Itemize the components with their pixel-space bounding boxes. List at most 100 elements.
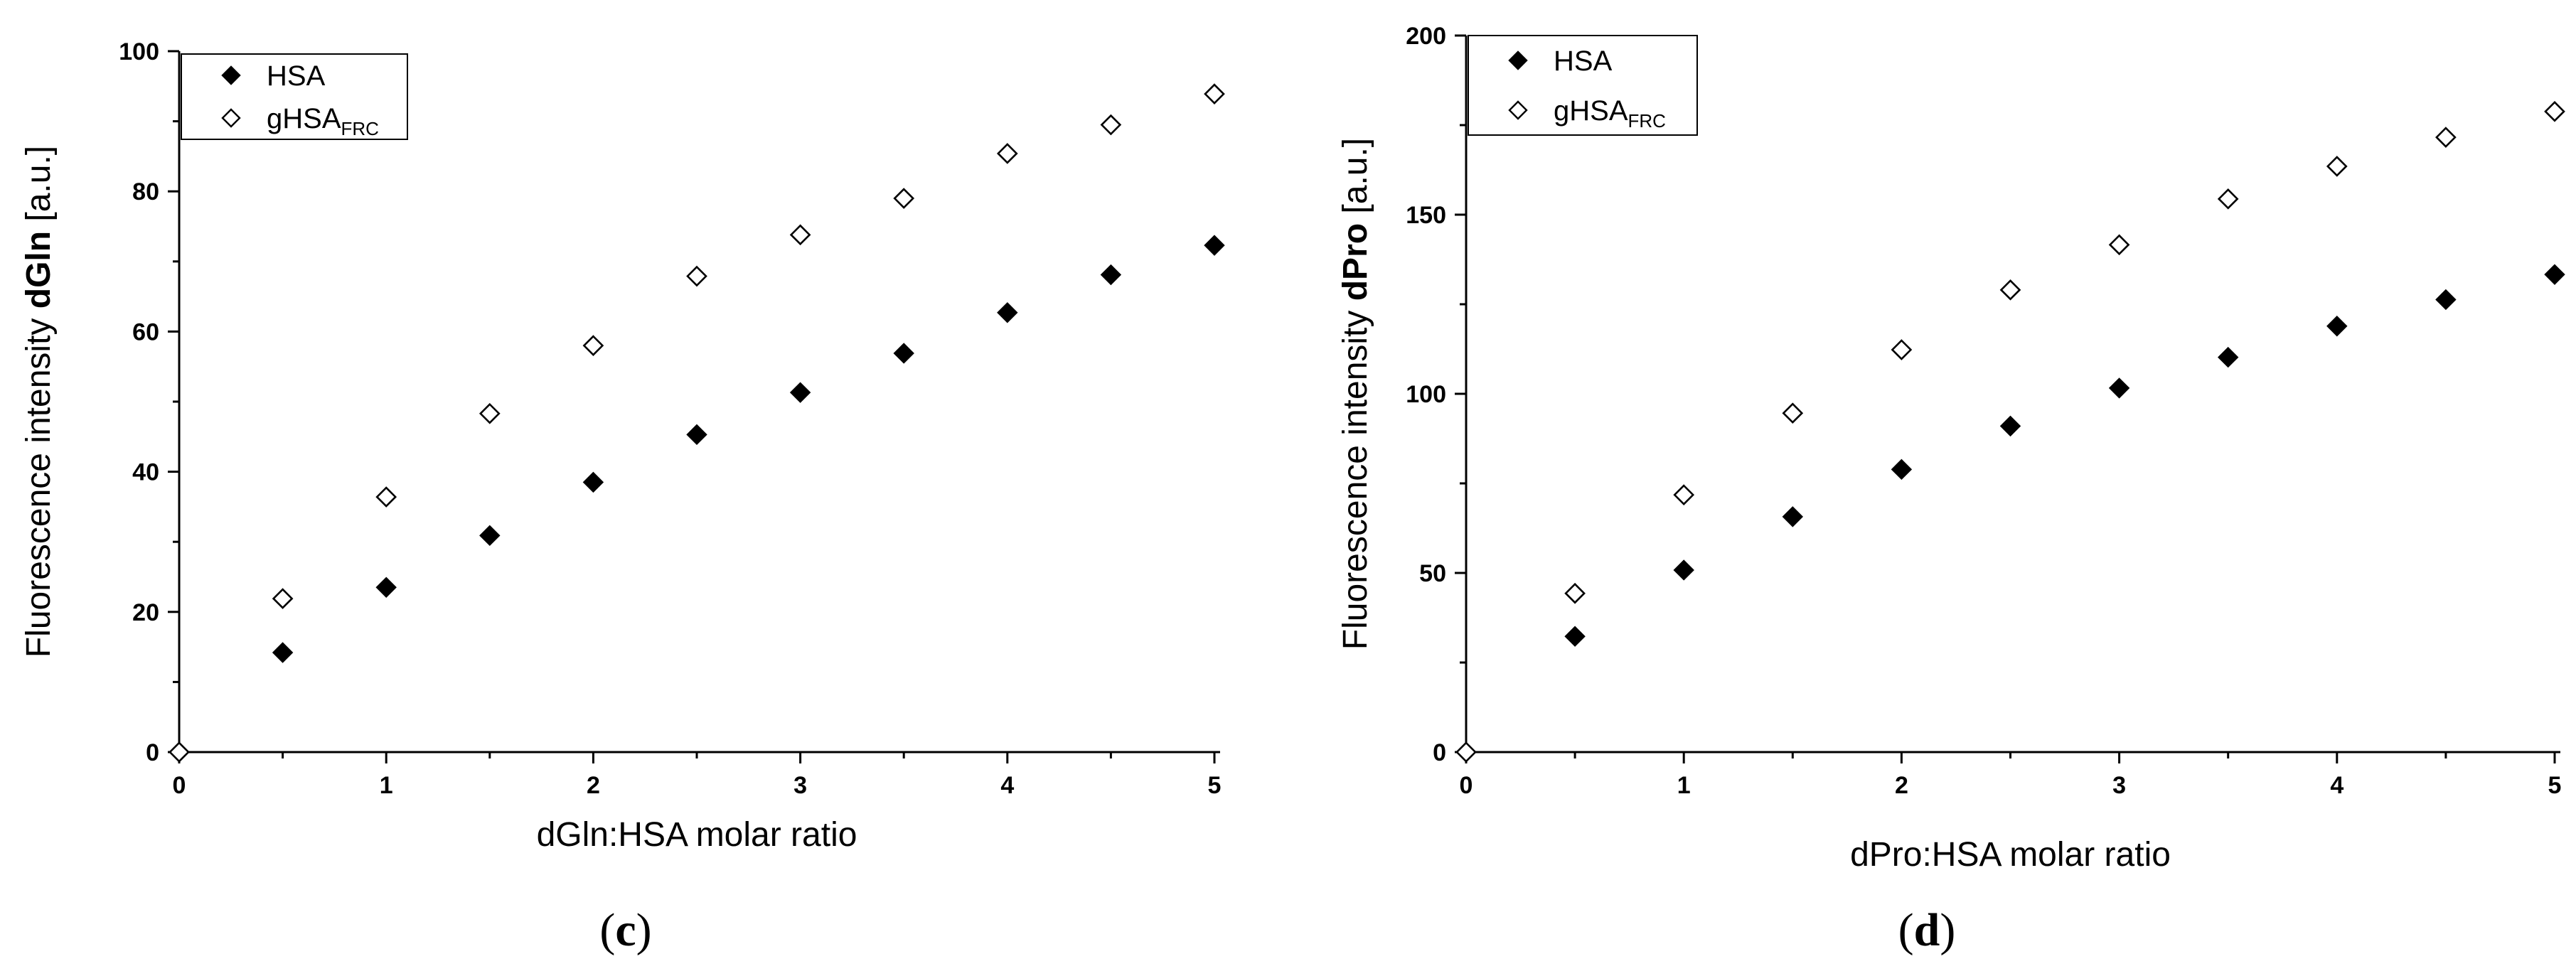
ghsa-frc-data-point — [1204, 83, 1225, 104]
ghsa-frc-data-point — [272, 588, 294, 609]
x-tick-label: 3 — [793, 772, 807, 799]
ghsa-frc-data-point — [1782, 402, 1804, 424]
x-tick-label: 4 — [2330, 772, 2343, 799]
panel-label: (d) — [1898, 904, 1956, 956]
hsa-data-point — [1100, 264, 1122, 286]
ghsa-frc-data-point — [582, 335, 604, 356]
y-tick-label: 0 — [146, 739, 159, 766]
ghsa-frc-data-point — [2435, 127, 2457, 148]
y-axis-title-suffix: [a.u.] — [20, 146, 58, 231]
ghsa-frc-data-point — [1891, 339, 1913, 360]
x-tick-label: 1 — [380, 772, 393, 799]
ghsa-frc-data-point — [1100, 114, 1122, 136]
ghsa-frc-data-point — [996, 143, 1018, 164]
ghsa-frc-data-point — [2544, 101, 2565, 122]
ghsa-frc-data-point — [2326, 156, 2348, 177]
y-tick-label: 50 — [1419, 560, 1446, 587]
y-tick-label: 80 — [132, 178, 159, 205]
panel-label-letter: d — [1914, 904, 1940, 956]
hsa-data-point — [1673, 559, 1694, 581]
hsa-data-point — [272, 642, 294, 663]
ghsa-frc-data-point — [2217, 188, 2239, 210]
legend-label-subscript: FRC — [1628, 110, 1666, 132]
legend-label: HSA — [1554, 45, 1613, 77]
legend-marker-ghsa-frc — [221, 108, 241, 128]
ghsa-frc-data-point — [789, 224, 811, 246]
legend-marker-hsa — [1508, 50, 1528, 70]
y-tick-label: 100 — [119, 38, 159, 65]
hsa-data-point — [2108, 377, 2130, 399]
ghsa-frc-data-point — [2108, 234, 2130, 256]
y-tick-label: 150 — [1406, 202, 1446, 229]
y-tick-label: 60 — [132, 318, 159, 345]
series-hsa — [169, 235, 1225, 763]
ghsa-frc-data-point — [375, 486, 397, 508]
legend-label-name: HSA — [1554, 45, 1613, 77]
y-axis-title-prefix: Fluorescence intensity — [20, 309, 58, 658]
panel-label: (c) — [599, 904, 651, 956]
y-axis-title-bold: dGln — [20, 231, 58, 309]
ghsa-frc-data-point — [1999, 279, 2021, 301]
hsa-data-point — [997, 302, 1018, 323]
ghsa-frc-data-point — [893, 188, 915, 209]
ghsa-frc-data-point — [1564, 582, 1586, 604]
y-axis-title-prefix: Fluorescence intensity — [1337, 301, 1374, 650]
legend-box — [1468, 35, 1698, 136]
x-tick-label: 1 — [1677, 772, 1691, 799]
x-axis-title: dPro:HSA molar ratio — [1850, 836, 2171, 874]
legend-label: gHSAFRC — [267, 103, 379, 139]
panel-label-open-paren: ( — [1898, 904, 1914, 956]
hsa-data-point — [893, 343, 914, 364]
hsa-data-point — [789, 382, 811, 403]
hsa-data-point — [1204, 235, 1225, 256]
legend-box — [181, 53, 408, 140]
panel-label-close-paren: ) — [1940, 904, 1955, 956]
y-tick-label: 0 — [1433, 739, 1446, 766]
hsa-data-point — [2217, 346, 2239, 368]
panel-label-close-paren: ) — [636, 904, 652, 956]
hsa-data-point — [1891, 458, 1913, 481]
x-tick-label: 2 — [1895, 772, 1908, 799]
x-tick-label: 3 — [2112, 772, 2126, 799]
hsa-data-point — [375, 577, 397, 598]
hsa-data-point — [1999, 415, 2021, 437]
hsa-data-point — [2544, 264, 2565, 285]
chart-panel-c: 0 1 2 3 4 5 0 20 40 60 80 100 dGln:HSA molar ratio Fl… — [20, 38, 1225, 956]
hsa-data-point — [1564, 626, 1586, 647]
y-axis-title-suffix: [a.u.] — [1337, 138, 1374, 223]
series-ghsa-frc — [169, 83, 1225, 763]
panel-label-letter: c — [615, 904, 636, 956]
y-tick-label: 40 — [132, 459, 159, 486]
x-tick-label: 4 — [1000, 772, 1014, 799]
hsa-data-point — [2326, 316, 2348, 337]
series-hsa — [1455, 264, 2565, 763]
x-tick-label: 2 — [587, 772, 600, 799]
legend-label-name: gHSA — [267, 103, 341, 134]
x-axis-title: dGln:HSA molar ratio — [537, 816, 857, 854]
hsa-data-point — [686, 424, 707, 446]
x-tick-label: 0 — [173, 772, 186, 799]
legend-label-name: gHSA — [1554, 95, 1628, 127]
y-tick-label: 20 — [132, 599, 159, 626]
x-tick-label: 0 — [1460, 772, 1473, 799]
x-tick-label: 5 — [1208, 772, 1222, 799]
legend-marker-ghsa-frc — [1508, 100, 1528, 120]
y-tick-label: 100 — [1406, 381, 1446, 408]
series-ghsa-frc — [1455, 101, 2565, 763]
legend-label-name: HSA — [267, 60, 326, 92]
y-axis-title-bold: dPro — [1337, 223, 1374, 301]
ghsa-frc-data-point — [479, 402, 501, 424]
hsa-data-point — [582, 471, 604, 493]
legend-marker-hsa — [221, 65, 241, 85]
ghsa-frc-data-point — [169, 741, 190, 763]
hsa-data-point — [2435, 289, 2457, 311]
hsa-data-point — [1782, 506, 1804, 527]
y-tick-label: 200 — [1406, 23, 1446, 50]
ghsa-frc-data-point — [1455, 741, 1477, 763]
ghsa-frc-data-point — [1673, 484, 1695, 505]
x-tick-label: 5 — [2548, 772, 2562, 799]
legend: HSA gHSAFRC — [1468, 35, 1698, 136]
panel-label-open-paren: ( — [599, 904, 615, 956]
y-axis-title: Fluorescence intensity dGln [a.u.] — [20, 146, 58, 658]
